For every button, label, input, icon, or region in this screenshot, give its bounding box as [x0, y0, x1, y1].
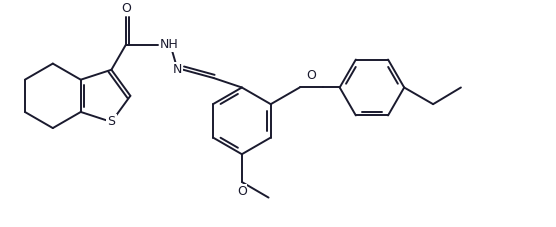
Text: O: O	[306, 69, 316, 82]
Text: O: O	[121, 2, 131, 15]
Text: N: N	[173, 63, 182, 76]
Text: NH: NH	[160, 38, 178, 51]
Text: O: O	[237, 185, 247, 198]
Text: S: S	[107, 115, 116, 128]
